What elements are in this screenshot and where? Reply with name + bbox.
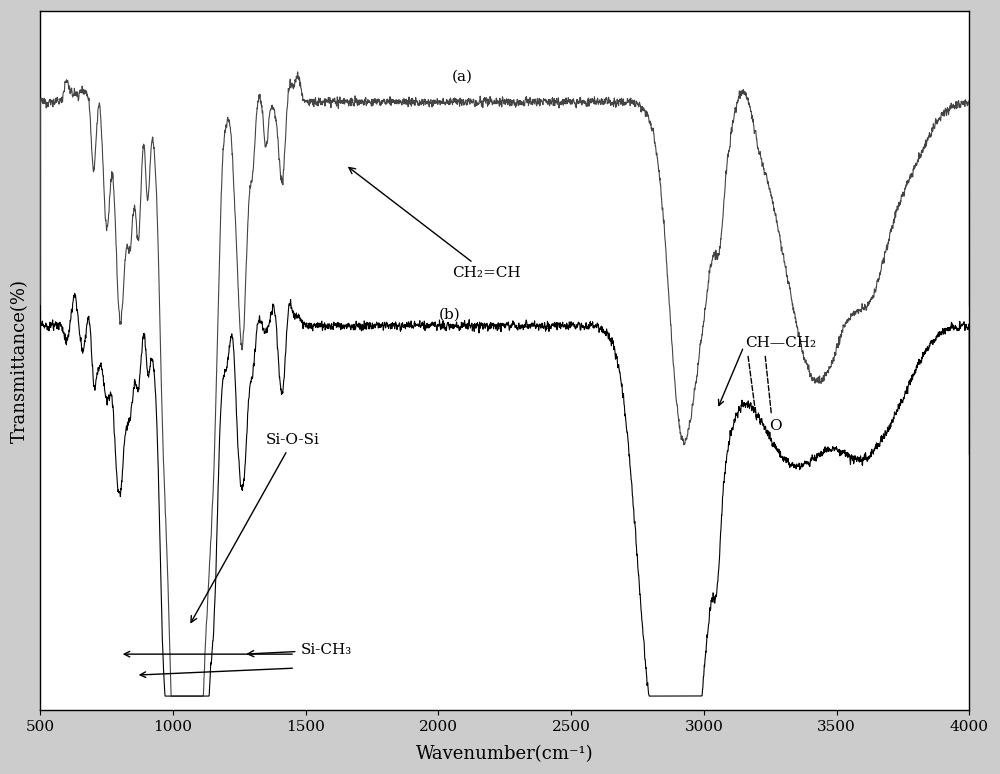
Text: O: O — [769, 420, 782, 433]
Text: (b): (b) — [438, 307, 460, 322]
Text: Si-O-Si: Si-O-Si — [191, 433, 320, 622]
Text: Si-CH₃: Si-CH₃ — [248, 643, 352, 657]
Text: (a): (a) — [452, 70, 473, 84]
Text: CH—CH₂: CH—CH₂ — [745, 336, 816, 350]
Text: CH₂=CH: CH₂=CH — [349, 167, 520, 279]
Y-axis label: Transmittance(%): Transmittance(%) — [11, 279, 29, 443]
X-axis label: Wavenumber(cm⁻¹): Wavenumber(cm⁻¹) — [416, 745, 594, 763]
